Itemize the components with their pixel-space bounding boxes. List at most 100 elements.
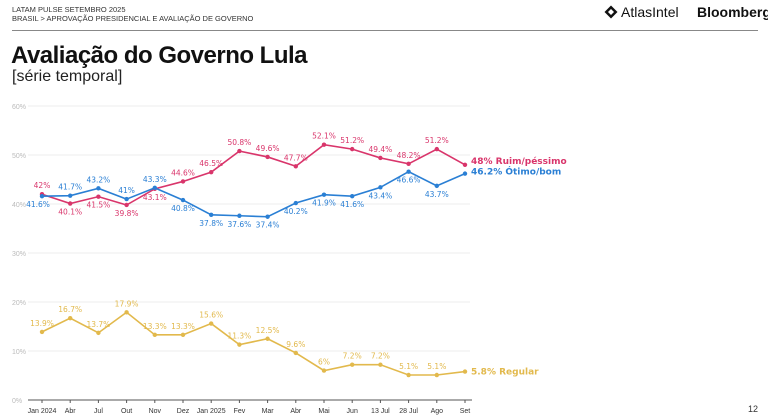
data-point — [39, 193, 45, 199]
page-subtitle: [série temporal] — [12, 68, 123, 85]
data-label: 41.6% — [26, 200, 50, 209]
series-line-timobom — [41, 170, 466, 218]
data-label: 41% — [118, 186, 135, 195]
x-tick-label: Set — [460, 408, 471, 415]
data-point — [68, 201, 73, 206]
data-label: 43.1% — [143, 193, 167, 202]
data-label: 41.5% — [86, 201, 110, 210]
data-point — [265, 214, 270, 219]
data-point — [406, 372, 411, 378]
y-tick-label: 40% — [12, 202, 26, 209]
data-point — [265, 154, 270, 160]
data-point — [96, 186, 101, 191]
data-point — [321, 142, 327, 147]
data-label: 11.3% — [227, 332, 251, 341]
data-label: 41.9% — [312, 199, 336, 208]
data-label: 9.6% — [286, 340, 305, 349]
data-point — [124, 196, 129, 202]
series-end-label: 5.8% Regular — [471, 368, 539, 378]
data-label: 5.1% — [399, 362, 418, 371]
data-label: 13.3% — [143, 322, 167, 331]
data-point — [350, 193, 355, 199]
data-point — [237, 148, 242, 154]
data-label: 17.9% — [115, 299, 139, 308]
data-point — [68, 193, 73, 198]
data-label: 5.1% — [427, 362, 446, 371]
bloomberg-logo: Bloomberg — [697, 4, 768, 20]
y-tick-label: 0% — [12, 398, 22, 405]
header-divider — [12, 30, 758, 31]
x-tick-label: Fev — [234, 408, 246, 415]
data-point — [152, 332, 157, 338]
data-label: 37.8% — [199, 219, 223, 228]
data-point — [293, 350, 298, 356]
y-tick-label: 20% — [12, 300, 26, 307]
data-label: 40.2% — [284, 207, 308, 216]
data-point — [378, 155, 383, 161]
data-label: 13.7% — [86, 320, 110, 329]
y-tick-label: 50% — [12, 153, 26, 160]
data-point — [350, 362, 355, 367]
x-tick-label: Ago — [431, 408, 444, 415]
atlasintel-wordmark: AtlasIntel — [621, 4, 679, 20]
data-point — [180, 179, 186, 184]
data-point — [265, 336, 270, 341]
data-point — [237, 213, 242, 218]
data-point — [68, 315, 73, 321]
x-tick-label: Abr — [65, 408, 77, 415]
data-point — [462, 369, 468, 374]
data-label: 51.2% — [340, 136, 364, 145]
page-title: Avaliação do Governo Lula — [11, 42, 308, 69]
data-point — [434, 372, 439, 378]
data-point — [209, 169, 214, 175]
data-label: 43.3% — [143, 175, 167, 184]
data-label: 6% — [318, 358, 330, 367]
y-tick-label: 10% — [12, 349, 26, 356]
data-label: 42% — [34, 181, 51, 190]
data-label: 43.7% — [425, 190, 449, 199]
data-label: 49.4% — [368, 145, 392, 154]
atlasintel-logo: AtlasIntel — [604, 4, 679, 20]
data-label: 40.1% — [58, 208, 82, 217]
data-point — [406, 169, 411, 174]
data-label: 41.6% — [340, 200, 364, 209]
x-tick-label: Dez — [177, 408, 190, 415]
data-label: 52.1% — [312, 132, 336, 141]
x-tick-label: Jul — [94, 408, 103, 415]
data-label: 37.4% — [256, 221, 280, 230]
data-point — [434, 183, 439, 189]
data-point — [378, 185, 383, 190]
data-point — [180, 332, 186, 338]
data-point — [96, 194, 101, 199]
x-tick-label: Jun — [347, 408, 358, 415]
data-label: 7.2% — [343, 352, 362, 361]
data-point — [96, 330, 101, 336]
data-point — [39, 329, 45, 335]
data-label: 47.7% — [284, 153, 308, 162]
data-point — [180, 197, 186, 203]
series-line-regular — [41, 311, 466, 376]
data-label: 48.2% — [397, 151, 421, 160]
x-tick-label: Mar — [262, 408, 275, 415]
x-tick-label: Mai — [318, 408, 330, 415]
data-point — [124, 310, 129, 315]
data-point — [406, 161, 411, 167]
data-label: 13.9% — [30, 319, 54, 328]
data-point — [293, 200, 298, 206]
x-tick-label: Out — [121, 408, 132, 415]
data-label: 49.6% — [256, 144, 280, 153]
data-point — [293, 164, 298, 169]
data-point — [350, 146, 355, 152]
data-label: 39.8% — [115, 209, 139, 218]
data-label: 12.5% — [256, 326, 280, 335]
report-series-label: LATAM PULSE SETEMBRO 2025 — [12, 5, 126, 14]
data-point — [462, 171, 468, 176]
data-label: 44.6% — [171, 168, 195, 177]
data-label: 40.8% — [171, 204, 195, 213]
y-tick-label: 60% — [12, 104, 26, 111]
data-point — [462, 162, 468, 167]
data-label: 46.5% — [199, 159, 223, 168]
data-point — [434, 146, 439, 152]
series-end-label: 48% Ruim/péssimo — [471, 156, 567, 167]
